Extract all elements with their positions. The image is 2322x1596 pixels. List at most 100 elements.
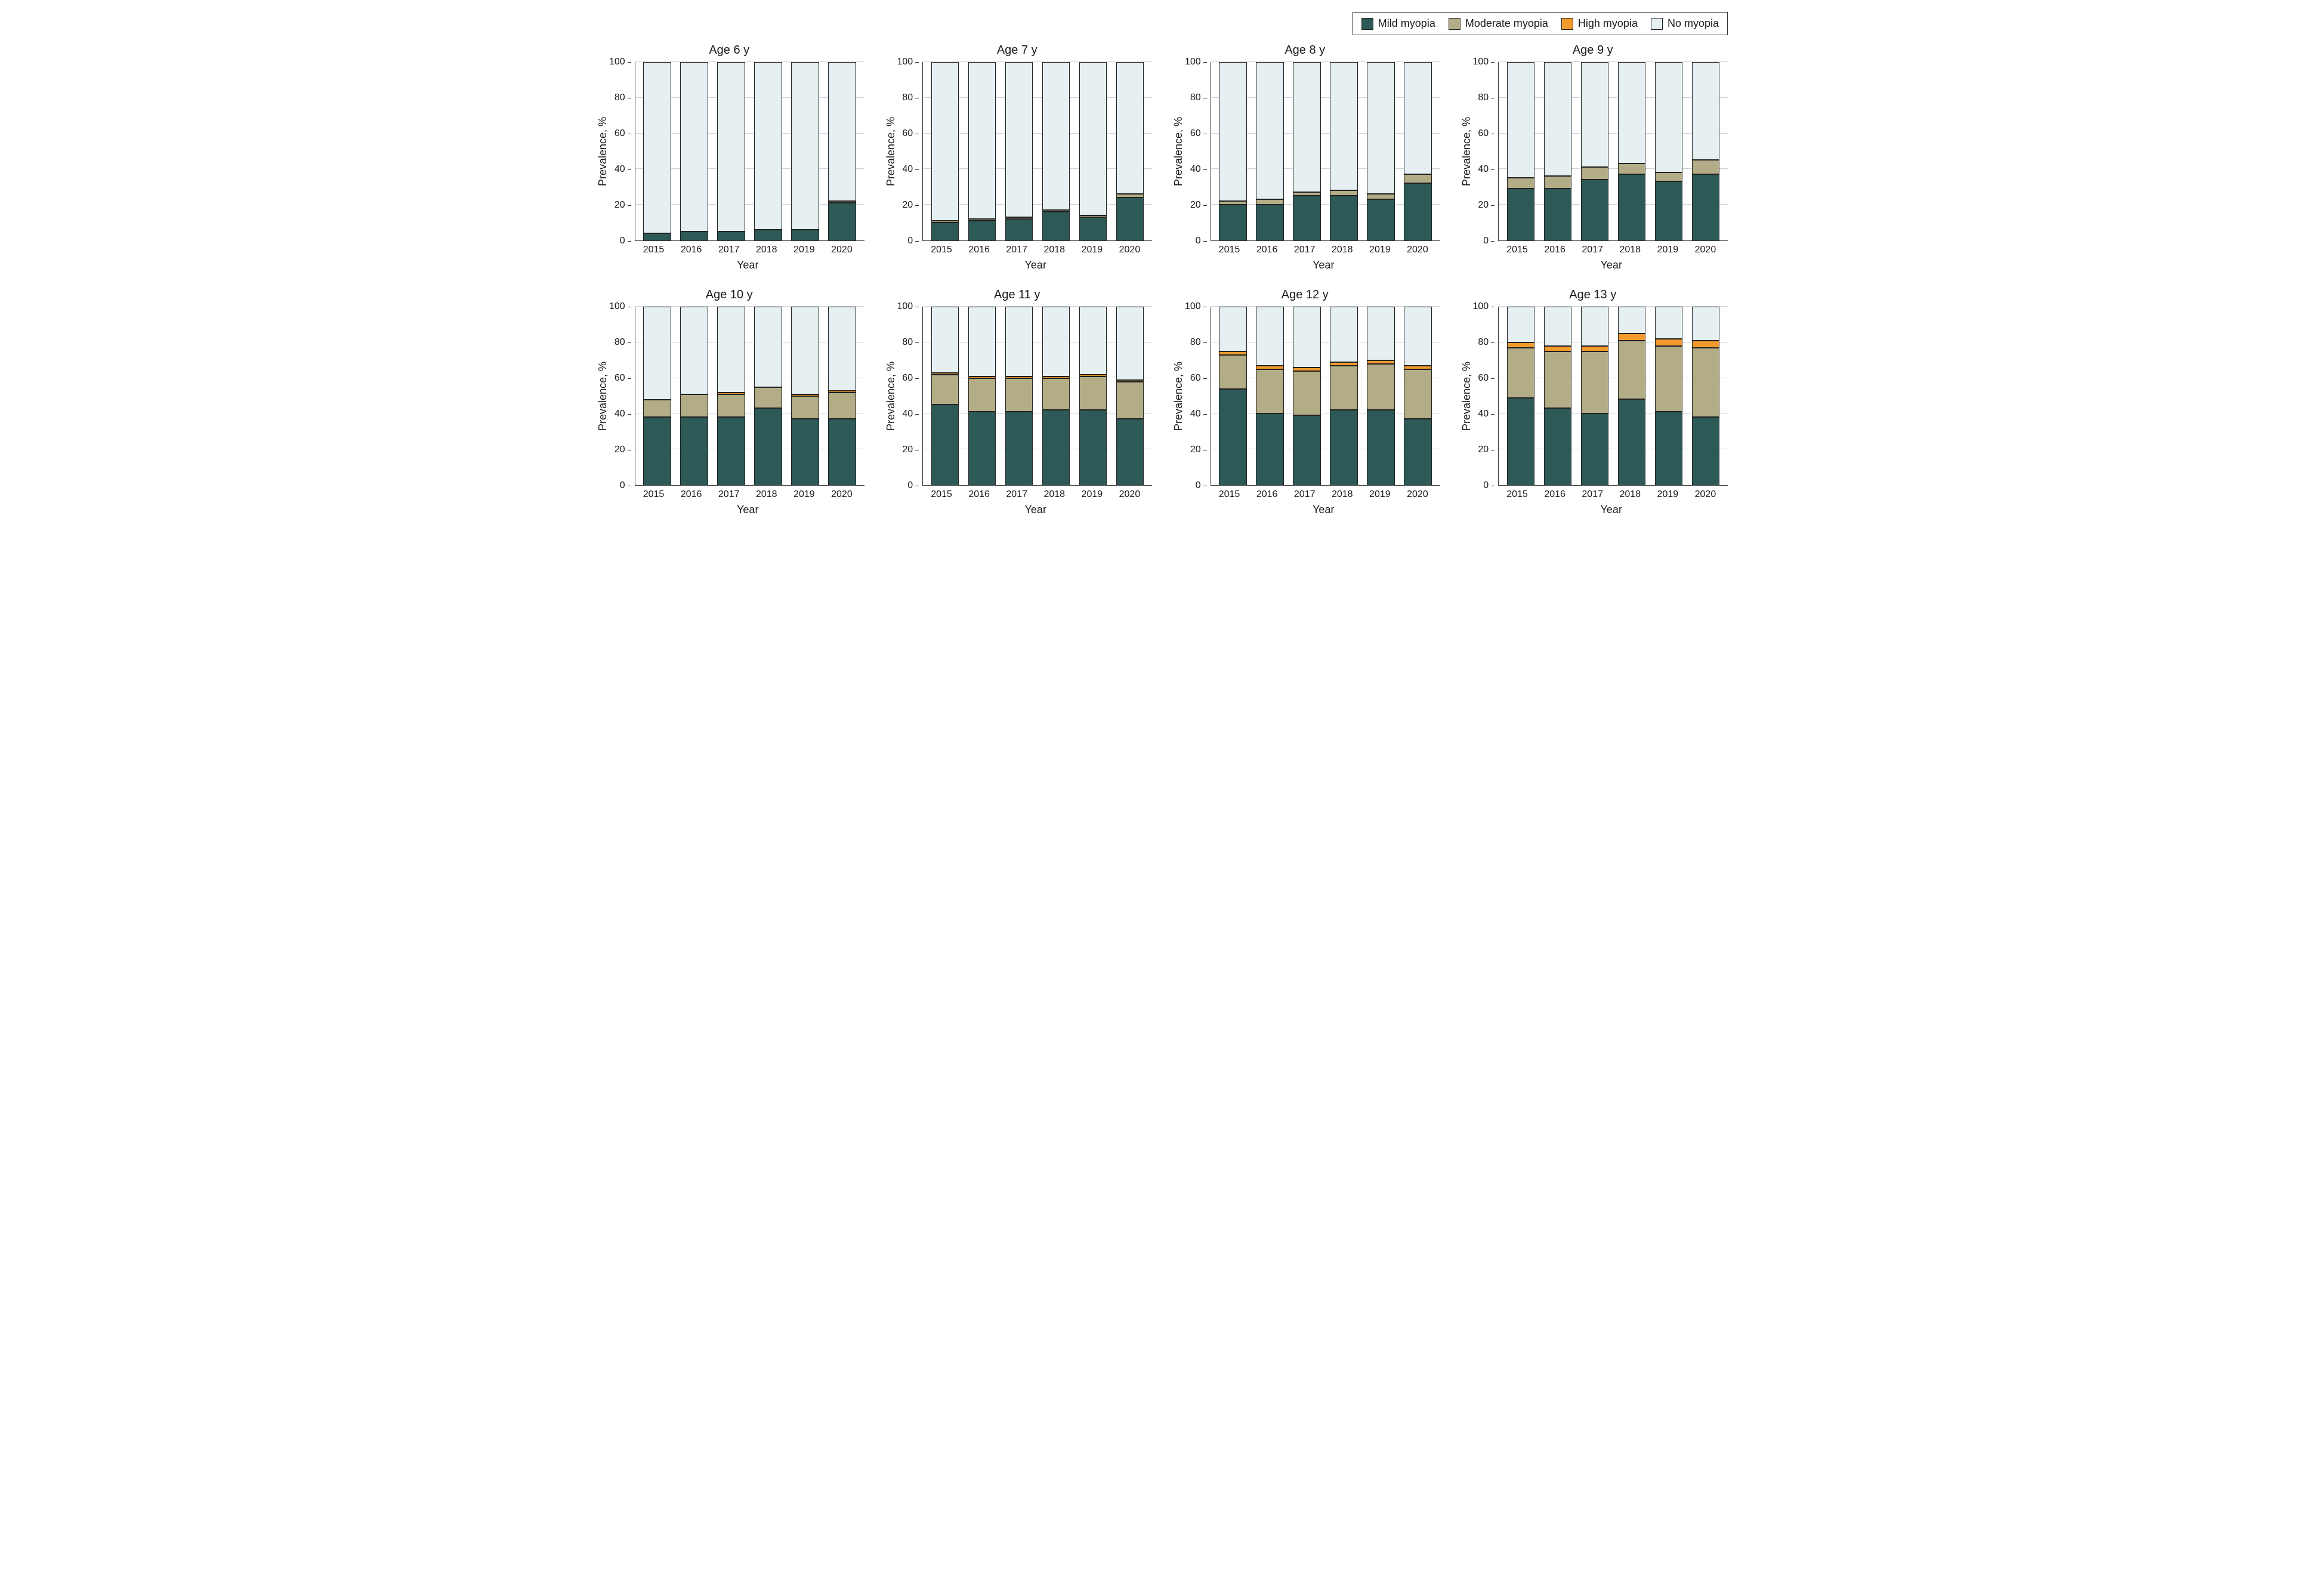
x-tick-label: 2018 (1043, 489, 1065, 500)
bar-segment-none (643, 62, 671, 233)
y-tick-mark (1491, 241, 1495, 242)
bar-segment-mild (828, 419, 856, 485)
y-tick-label: 40 (902, 165, 913, 174)
y-axis-label: Prevalence, % (1170, 307, 1185, 486)
legend-item: No myopia (1651, 17, 1719, 30)
bar (1367, 62, 1394, 240)
x-tick-label: 2020 (1119, 489, 1141, 500)
bar-segment-mild (1581, 180, 1608, 240)
x-tick-label: 2016 (1544, 245, 1566, 255)
bar-segment-none (1042, 307, 1070, 376)
y-tick-mark (1491, 169, 1495, 170)
bar-segment-mild (754, 230, 782, 240)
x-tick-labels: 201520162017201820192020 (631, 245, 864, 255)
bar-segment-moderate (1330, 366, 1357, 410)
plot-wrap: Prevalence, %100806040200 (1170, 62, 1440, 241)
y-tick-label: 100 (897, 57, 913, 67)
x-tick-label: 2020 (831, 489, 853, 500)
bar-segment-mild (828, 203, 856, 240)
legend-label: No myopia (1668, 17, 1719, 30)
x-tick-label: 2020 (831, 245, 853, 255)
bar-segment-none (791, 62, 819, 230)
y-tick-mark (628, 241, 631, 242)
x-tick-label: 2017 (1294, 245, 1316, 255)
x-tick-label: 2019 (793, 489, 815, 500)
bar-segment-moderate (1367, 364, 1394, 410)
bar-segment-mild (1367, 199, 1394, 240)
bar-segment-moderate (1005, 378, 1033, 412)
x-axis: 201520162017201820192020Year (919, 241, 1153, 271)
x-tick-label: 2020 (1119, 245, 1141, 255)
bar (754, 307, 782, 485)
y-tick-label: 100 (609, 57, 625, 67)
bar (1507, 307, 1534, 485)
x-tick-label: 2016 (681, 245, 702, 255)
y-tick-label: 100 (1473, 57, 1489, 67)
bar-segment-mild (968, 221, 996, 240)
bar (1116, 62, 1144, 240)
x-tick-label: 2017 (1006, 245, 1027, 255)
bar-segment-moderate (1618, 163, 1645, 174)
x-tick-label: 2019 (1657, 245, 1679, 255)
bar-segment-moderate (1655, 346, 1682, 412)
bar-segment-none (1293, 307, 1320, 368)
bar-segment-mild (1079, 217, 1107, 240)
y-tick-label: 20 (1190, 445, 1201, 455)
x-tick-label: 2018 (1332, 489, 1353, 500)
y-axis: 100806040200 (1473, 307, 1499, 486)
panel: Age 12 yPrevalence, %1008060402002015201… (1170, 288, 1440, 516)
y-tick-label: 0 (1196, 481, 1201, 490)
bar-segment-mild (1042, 410, 1070, 485)
x-tick-label: 2016 (968, 245, 990, 255)
legend-label: Moderate myopia (1465, 17, 1548, 30)
panel: Age 11 yPrevalence, %1008060402002015201… (882, 288, 1153, 516)
y-tick-mark (915, 342, 919, 343)
bar-segment-mild (1544, 189, 1571, 240)
bar-segment-mild (968, 412, 996, 485)
bar-segment-moderate (1116, 382, 1144, 419)
bar (1005, 307, 1033, 485)
bar (1042, 307, 1070, 485)
bar-segment-none (1079, 62, 1107, 215)
y-tick-label: 100 (897, 302, 913, 311)
bar-segment-mild (1404, 183, 1431, 240)
bar-segment-none (1544, 307, 1571, 346)
y-axis-label: Prevalence, % (1458, 307, 1473, 486)
plot-area (1498, 307, 1728, 486)
x-tick-label: 2020 (1407, 489, 1428, 500)
y-tick-label: 60 (1190, 373, 1201, 383)
plot-area (922, 62, 1152, 241)
bar-segment-mild (643, 417, 671, 485)
bar-segment-mild (931, 223, 959, 240)
bar-segment-none (1367, 307, 1394, 360)
bar-segment-mild (1692, 417, 1719, 485)
bar (1079, 62, 1107, 240)
bar-segment-none (1005, 307, 1033, 376)
plot-wrap: Prevalence, %100806040200 (1458, 307, 1728, 486)
bar-segment-mild (1005, 219, 1033, 240)
bar-segment-none (1404, 62, 1431, 174)
plot-wrap: Prevalence, %100806040200 (594, 62, 864, 241)
y-tick-mark (1203, 378, 1207, 379)
y-tick-mark (915, 414, 919, 415)
bar-segment-moderate (1404, 369, 1431, 419)
y-tick-mark (1203, 342, 1207, 343)
bar (1618, 307, 1645, 485)
bar-segment-none (1581, 307, 1608, 346)
bar-segment-moderate (1219, 355, 1246, 389)
y-tick-mark (628, 342, 631, 343)
x-tick-labels: 201520162017201820192020 (631, 489, 864, 500)
bar-segment-mild (1655, 412, 1682, 485)
bar-segment-moderate (1618, 341, 1645, 400)
bar-segment-mild (931, 405, 959, 485)
x-tick-label: 2015 (1506, 245, 1528, 255)
bar-segment-moderate (1256, 369, 1283, 414)
x-tick-labels: 201520162017201820192020 (1495, 245, 1728, 255)
bar-segment-moderate (1544, 176, 1571, 189)
bar-segment-none (680, 307, 708, 394)
plot-wrap: Prevalence, %100806040200 (594, 307, 864, 486)
bar-segment-moderate (1544, 351, 1571, 409)
panel-title: Age 12 y (1282, 288, 1329, 302)
y-tick-label: 100 (1473, 302, 1489, 311)
x-tick-labels: 201520162017201820192020 (1207, 489, 1440, 500)
